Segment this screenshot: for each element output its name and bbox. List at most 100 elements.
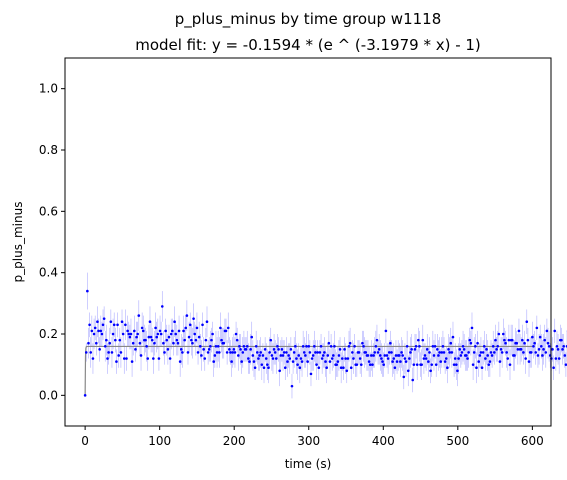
data-point [562,344,565,348]
data-point [97,329,100,333]
data-point [485,348,488,351]
data-point [247,357,250,360]
data-point [277,348,280,351]
data-point [456,369,459,373]
data-point [229,351,232,354]
data-point [352,357,355,360]
data-point [145,344,148,348]
data-point [107,351,110,354]
data-point [316,351,319,354]
data-point [384,329,388,333]
data-point [385,354,389,357]
data-point [401,354,404,357]
data-point [355,363,359,366]
data-point [111,332,115,336]
data-point [495,348,498,351]
data-point [249,348,252,351]
data-point [503,338,506,342]
data-point [216,344,220,348]
y-axis-label: p_plus_minus [11,202,25,283]
data-point [381,360,384,363]
data-point [413,348,417,351]
data-point [147,335,151,339]
data-point [557,357,561,360]
data-point [248,360,251,363]
data-point [260,363,264,366]
data-point [93,326,97,330]
data-point [525,320,529,324]
data-point [219,326,222,330]
data-point [325,366,328,370]
y-tick-label: 0.6 [39,204,58,218]
data-point [95,341,98,345]
data-point [233,351,237,354]
data-point [264,357,268,360]
data-point [326,354,330,357]
data-point [141,329,145,333]
data-point [345,369,349,373]
data-point [278,369,281,373]
data-point [120,320,124,324]
data-point [129,332,133,336]
chart-title: p_plus_minus by time group w1118 [175,10,442,29]
data-point [214,344,218,348]
data-point [158,329,162,333]
data-point [323,351,326,354]
y-tick-label: 0.2 [39,327,58,341]
x-tick-label: 400 [372,434,395,448]
data-point [155,335,158,339]
data-point [159,332,163,336]
data-point [244,348,248,351]
data-point [279,354,283,357]
data-point [546,341,550,345]
data-point [127,332,131,336]
data-point [337,354,341,357]
data-point [422,357,426,360]
data-point [153,341,156,345]
data-point [194,338,198,342]
data-point [261,354,265,357]
data-point [119,351,123,354]
data-point [421,338,425,342]
data-point [400,351,403,354]
data-point [203,357,207,360]
data-point [268,351,271,354]
data-point [393,366,397,370]
data-point [554,357,558,360]
data-point [305,344,308,348]
data-point [519,348,523,351]
y-tick-label: 0.0 [39,388,58,402]
data-point [564,363,567,366]
error-bars [85,272,567,399]
data-point [184,326,188,330]
data-point [209,344,212,348]
data-point [493,351,496,354]
data-point [538,335,542,339]
data-point [175,338,179,342]
data-point [271,357,275,360]
data-point [234,332,238,336]
data-point [346,357,350,360]
data-point [402,375,406,379]
data-point [505,351,508,354]
data-point [480,366,484,370]
data-point [288,357,292,360]
data-point [335,363,338,366]
data-point [90,329,94,333]
data-point [455,363,458,366]
data-point [406,369,410,373]
data-point [386,357,390,360]
data-point [470,326,474,330]
data-point [540,344,543,348]
data-point [186,351,190,354]
y-tick-label: 0.8 [39,143,58,157]
data-point [96,320,99,324]
data-point [263,348,267,351]
data-point [367,360,371,363]
data-point [289,348,293,351]
data-point [239,348,242,351]
data-point [439,360,442,363]
data-point [418,344,421,348]
data-point [371,363,374,366]
data-point [320,357,324,360]
